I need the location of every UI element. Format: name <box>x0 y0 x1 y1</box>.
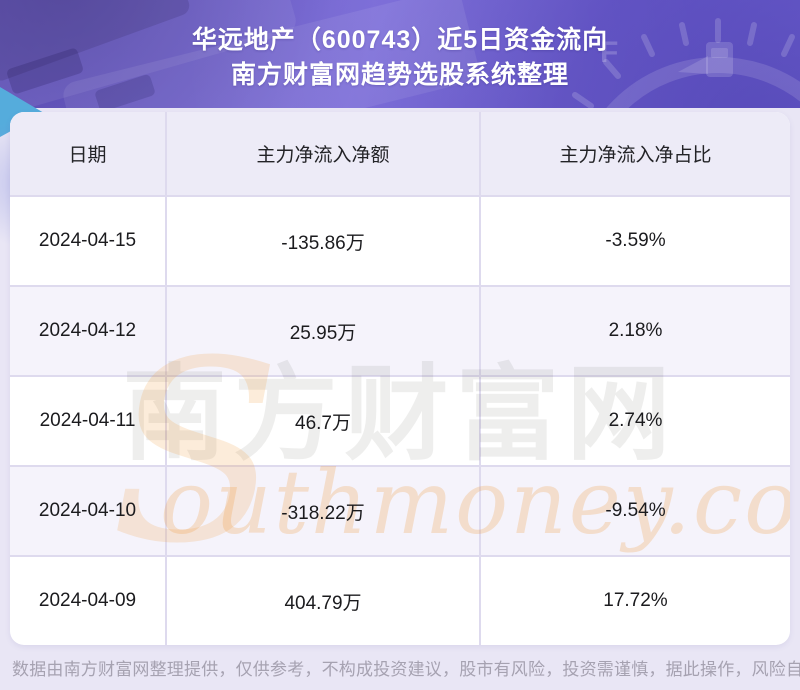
date-cell: 2024-04-12 <box>38 320 137 341</box>
net-inflow-pct-cell: -9.54% <box>479 467 790 555</box>
net-inflow-cell: -135.86万 <box>165 197 479 285</box>
date-cell: 2024-04-10 <box>38 500 137 521</box>
page-subtitle: 南方财富网趋势选股系统整理 <box>230 61 569 89</box>
net-inflow-cell: 46.7万 <box>165 377 479 465</box>
net-inflow-pct-cell: 2.18% <box>479 287 790 375</box>
date-cell: 2024-04-15 <box>38 230 137 251</box>
header-banner: F 华远地产（600743）近5日资金流向 南方财富网趋势选股系统整理 <box>0 0 800 108</box>
net-inflow-cell: 25.95万 <box>165 287 479 375</box>
page-title: 华远地产（600743）近5日资金流向 <box>191 26 609 54</box>
table-row: 2024-04-12 25.95万 2.18% <box>10 285 790 375</box>
table-row: 2024-04-11 46.7万 2.74% <box>10 375 790 465</box>
column-header-net-inflow: 主力净流入净额 <box>165 112 479 195</box>
disclaimer-text: 数据由南方财富网整理提供，仅供参考，不构成投资建议，股市有风险，投资需谨慎，据此… <box>12 660 800 679</box>
table-row: 2024-04-10 -318.22万 -9.54% <box>10 465 790 555</box>
column-header-date: 日期 <box>68 145 107 166</box>
table-row: 2024-04-15 -135.86万 -3.59% <box>10 195 790 285</box>
table-header-row: 日期 主力净流入净额 主力净流入净占比 <box>10 112 790 195</box>
date-cell: 2024-04-11 <box>39 410 136 431</box>
banner-keyboard-blur <box>60 0 482 108</box>
net-inflow-pct-cell: 2.74% <box>479 377 790 465</box>
net-inflow-cell: 404.79万 <box>165 557 479 645</box>
table-row: 2024-04-09 404.79万 17.72% <box>10 555 790 645</box>
net-inflow-cell: -318.22万 <box>165 467 479 555</box>
column-header-net-inflow-pct: 主力净流入净占比 <box>479 112 790 195</box>
net-inflow-pct-cell: 17.72% <box>479 557 790 645</box>
date-cell: 2024-04-09 <box>38 590 137 611</box>
svg-text:F: F <box>600 36 618 69</box>
net-inflow-pct-cell: -3.59% <box>479 197 790 285</box>
fund-flow-table: 日期 主力净流入净额 主力净流入净占比 2024-04-15 -135.86万 … <box>10 112 790 645</box>
fuel-gauge-icon: F <box>572 18 800 108</box>
banner-blur-band <box>0 0 300 108</box>
